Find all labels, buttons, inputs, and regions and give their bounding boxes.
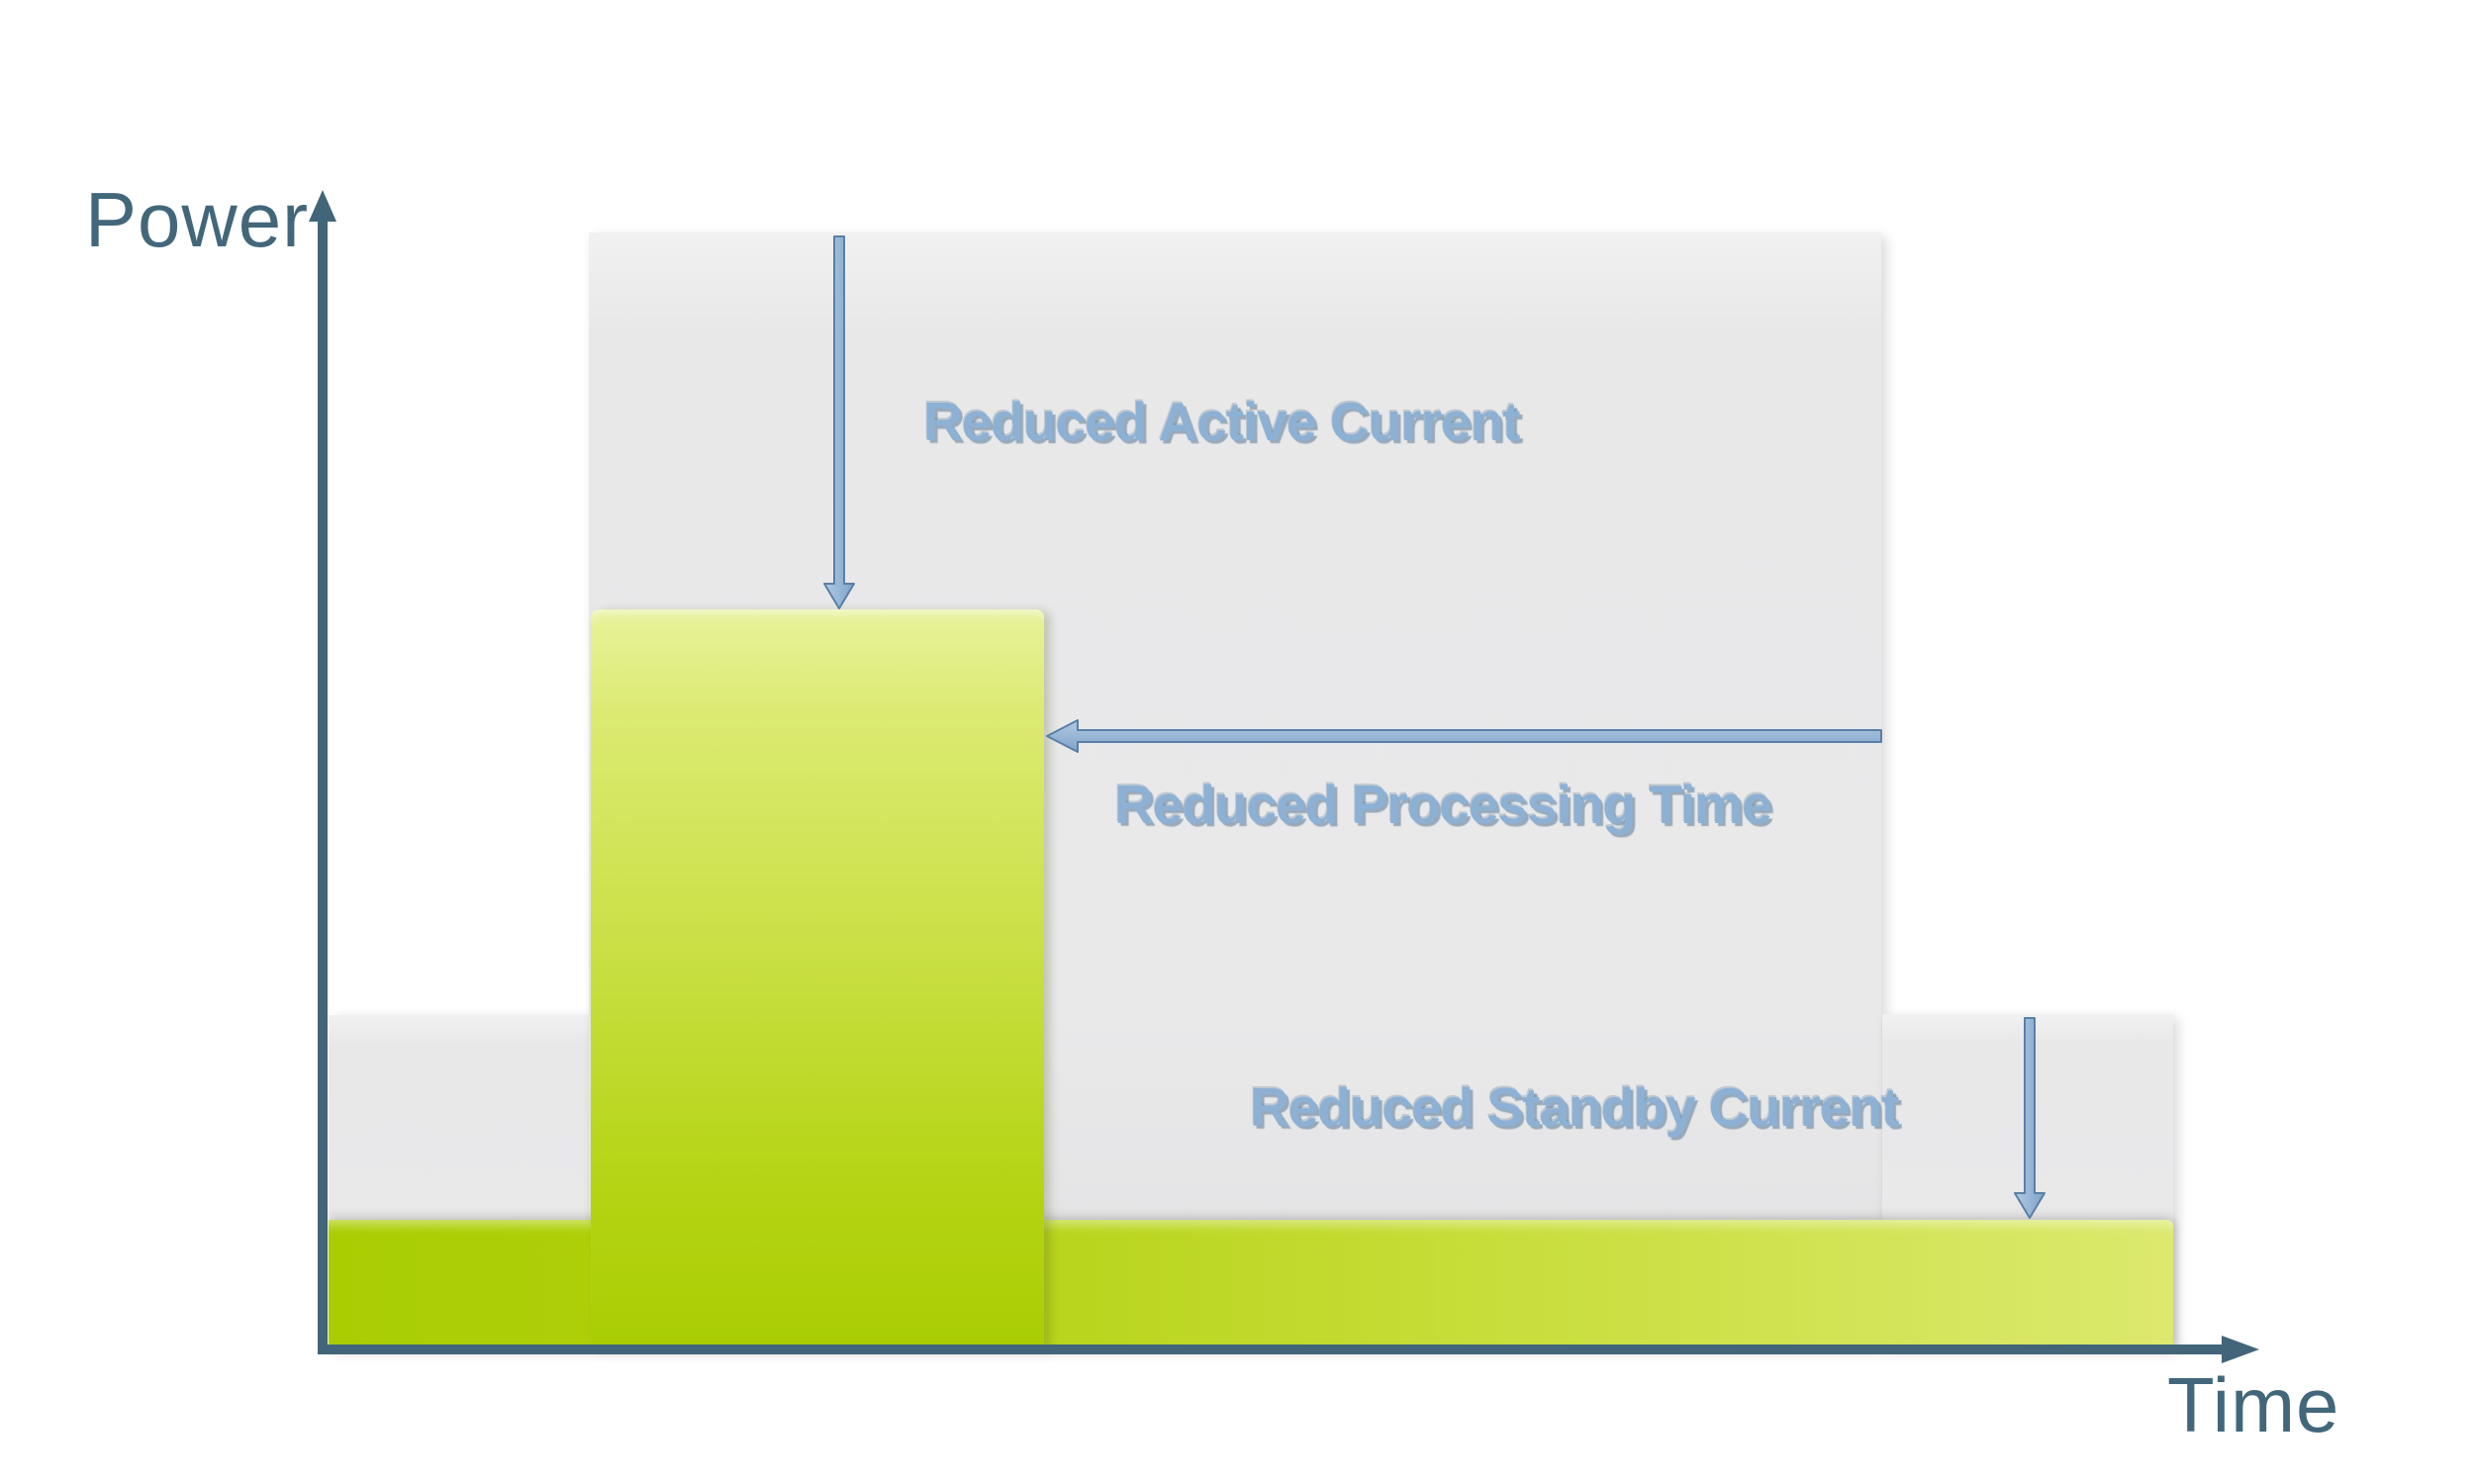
optimized-active-bar <box>591 609 1044 1348</box>
reduced-processing-time-label: Reduced Processing Time <box>1114 774 1772 835</box>
reduced-active-current-label: Reduced Active Current <box>923 391 1520 452</box>
reduced-active-current-down-arrow-icon <box>823 235 855 609</box>
x-axis-line <box>318 1345 2224 1354</box>
y-axis-arrowhead-icon <box>309 190 336 222</box>
y-axis-label: Power <box>85 176 310 263</box>
x-axis-arrowhead-icon <box>2222 1336 2259 1363</box>
y-axis-line <box>318 220 328 1353</box>
x-axis-label: Time <box>2167 1361 2340 1448</box>
reduced-processing-time-left-arrow-icon <box>1046 719 1882 753</box>
reduced-standby-current-down-arrow-icon <box>2014 1017 2046 1219</box>
reduced-standby-current-label: Reduced Standby Current <box>1250 1076 1899 1138</box>
